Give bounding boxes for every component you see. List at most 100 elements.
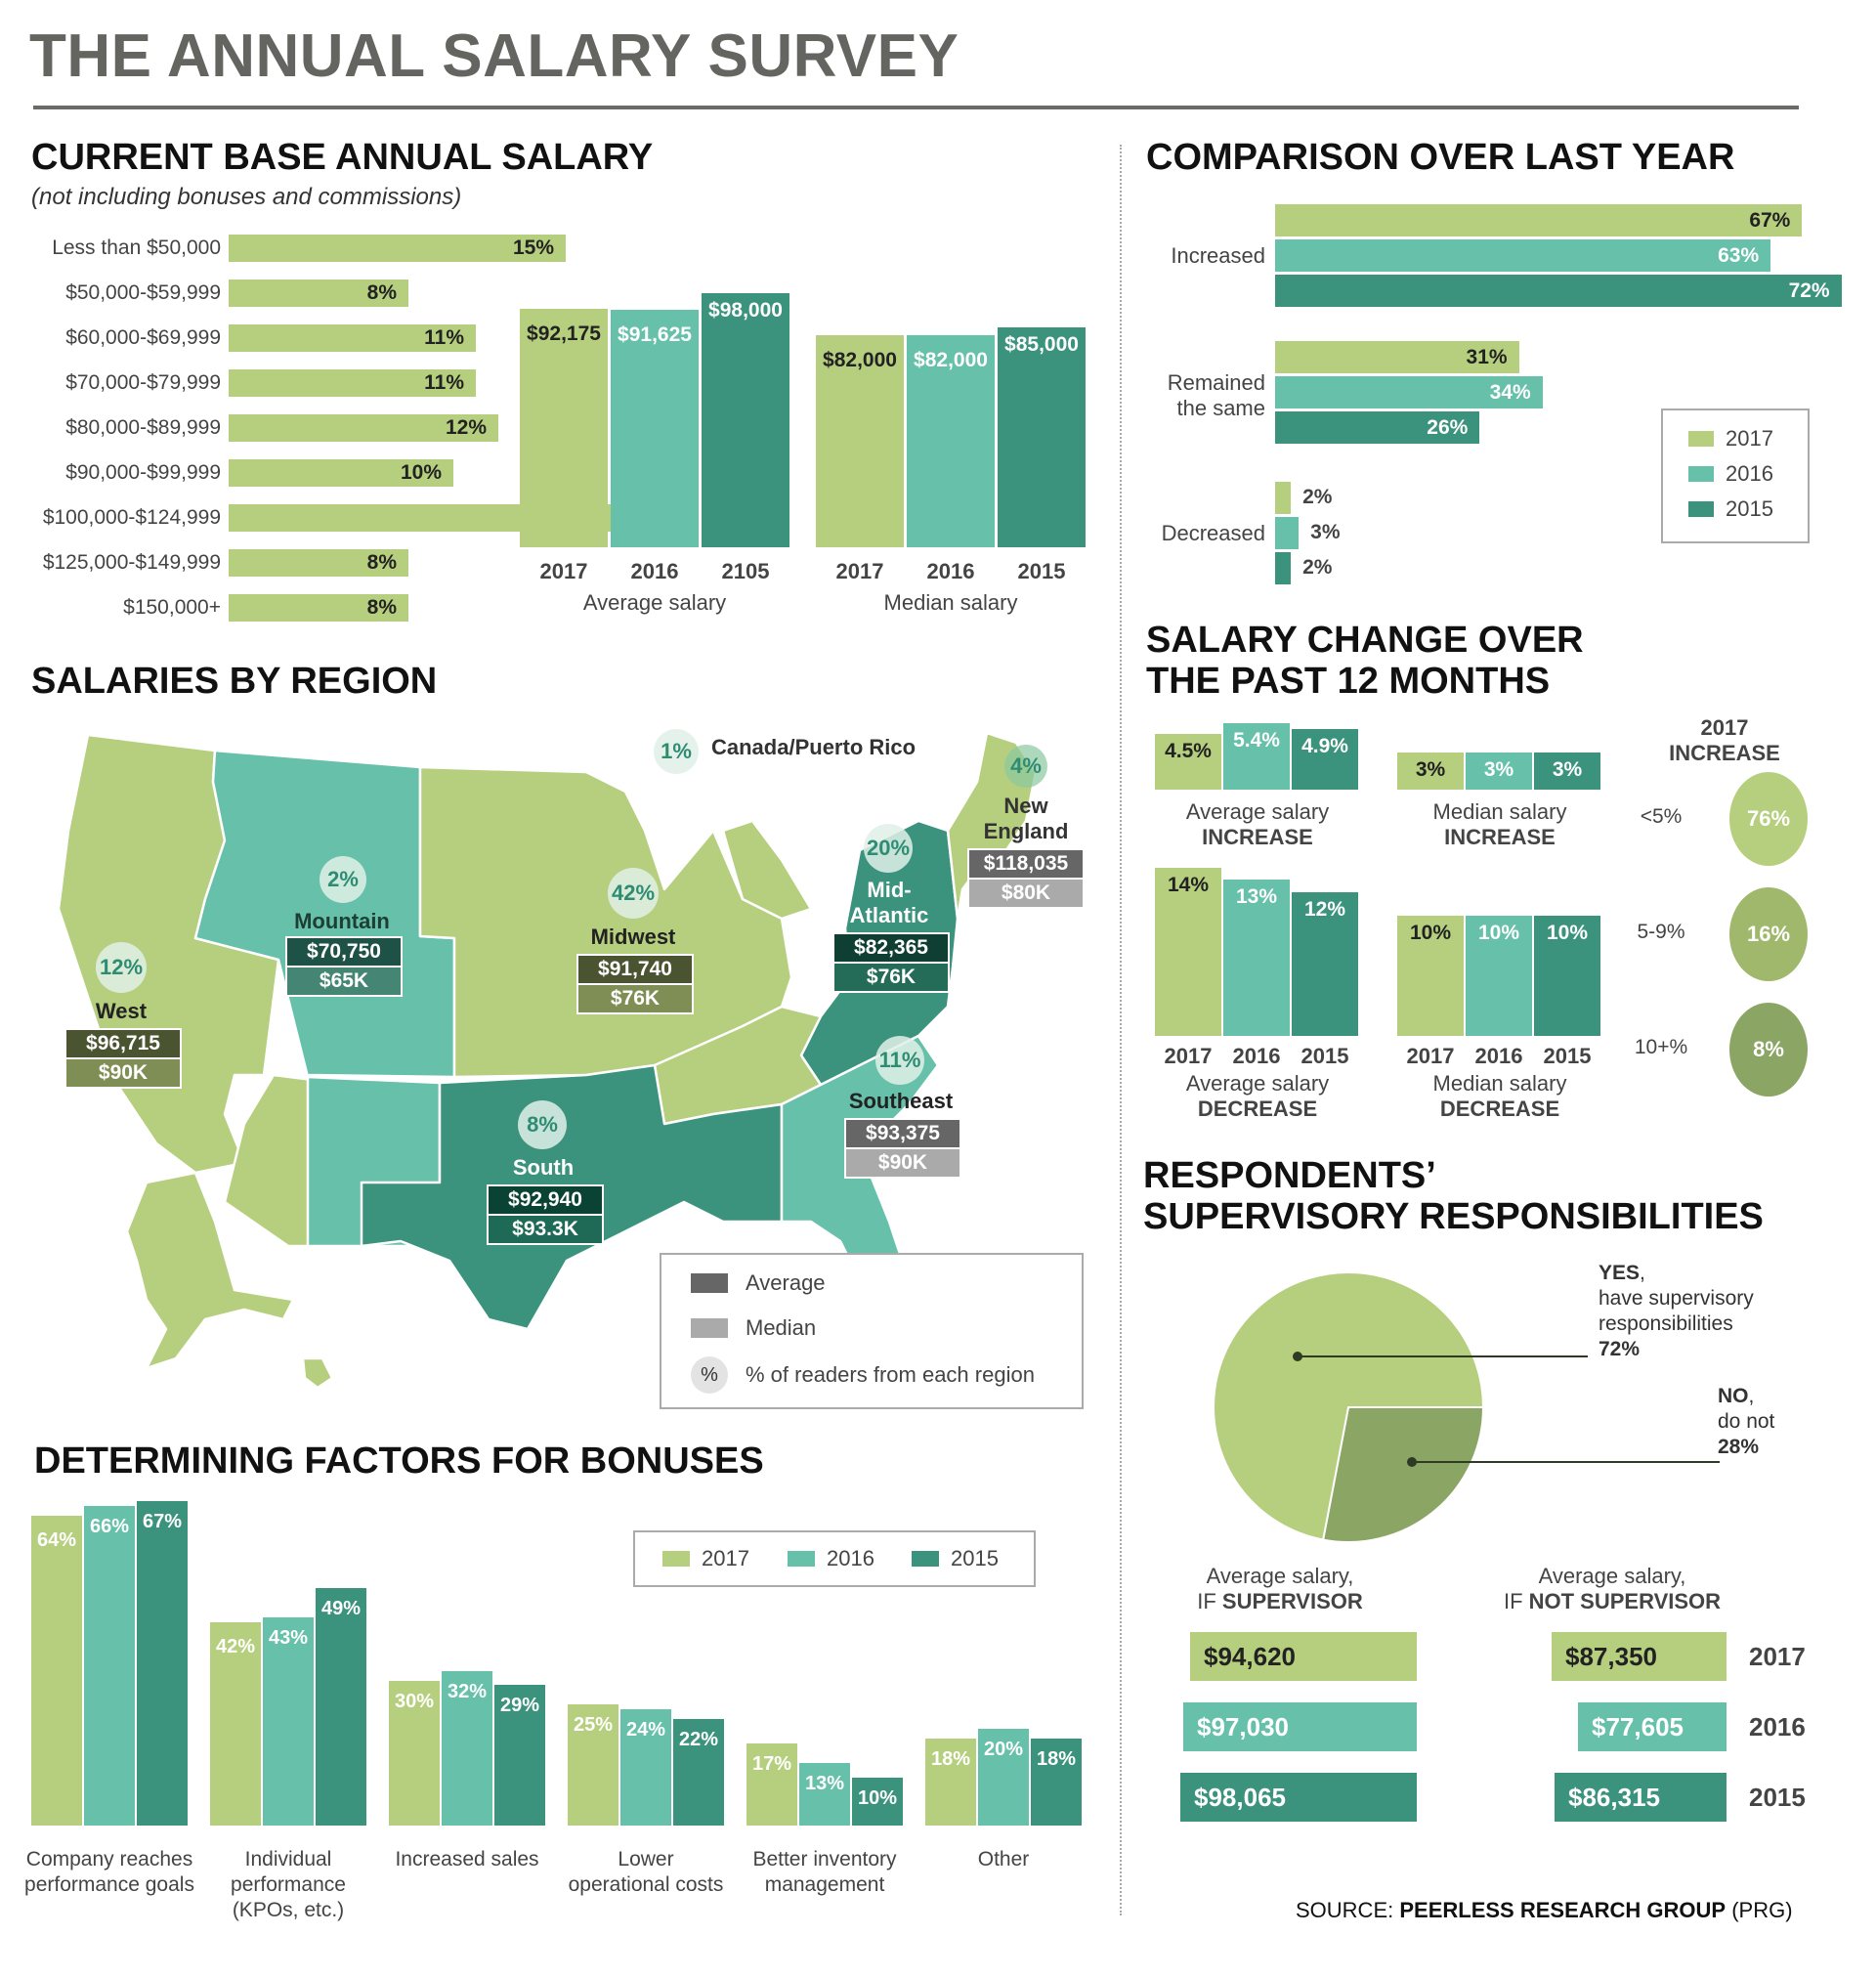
salary-distribution-chart: Less than $50,000 15% $50,000-$59,999 8% $60… xyxy=(29,235,611,635)
bonus-bar: 64% xyxy=(31,1516,82,1826)
legend-item-2016: 2016 xyxy=(1688,461,1773,487)
avg-increase-caption: Average salary INCREASE xyxy=(1185,799,1330,849)
salary-column-value: $82,000 xyxy=(823,348,897,371)
bonus-category-label: Individual performance (KPOs, etc.) xyxy=(231,1848,346,1921)
salary-column-year: 2017 xyxy=(539,559,588,583)
median-salary-chart: $82,000 2017 $82,000 2016 $85,000 2015 Median … xyxy=(816,293,1087,615)
salary-range-bar: 11% xyxy=(229,369,476,397)
south-label: South xyxy=(512,1155,575,1180)
salary-range-label: Less than $50,000 xyxy=(52,236,221,259)
change-column: 13% xyxy=(1223,880,1290,1036)
column-divider xyxy=(1120,145,1122,1915)
pie-label-no: NO, do not 28% xyxy=(1718,1385,1775,1458)
salary-range-bar: 8% xyxy=(229,594,408,622)
midwest-label: Midwest xyxy=(590,924,676,949)
bonus-bar-value: 13% xyxy=(804,1772,845,1794)
bonuses-title: DETERMINING FACTORS FOR BONUSES xyxy=(34,1440,764,1482)
region-title: SALARIES BY REGION xyxy=(31,661,438,702)
bonus-swatch-2017 xyxy=(662,1551,690,1567)
base-salary-subtitle: (not including bonuses and commissions) xyxy=(31,184,462,210)
bonus-bar-value: 17% xyxy=(751,1752,792,1775)
supervisor-year-label: 2016 xyxy=(1749,1712,1806,1742)
title-divider xyxy=(33,106,1799,109)
change-column: 10% xyxy=(1534,916,1600,1036)
bonus-bar: 67% xyxy=(137,1501,188,1826)
pie-slice-no xyxy=(1321,1406,1485,1543)
bonus-bar-value: 18% xyxy=(930,1747,971,1770)
bonus-bar: 30% xyxy=(389,1680,440,1826)
bonus-bar-value: 66% xyxy=(89,1516,130,1538)
salary-column-value: $92,175 xyxy=(527,322,601,345)
non-supervisor-salary-bar: $87,350 xyxy=(1552,1632,1727,1681)
salary-range-value: 15% xyxy=(512,236,554,259)
supervisor-salary-bar: $98,065 xyxy=(1180,1773,1417,1822)
salary-column-year: 2015 xyxy=(1017,559,1066,583)
source-credit: SOURCE: PEERLESS RESEARCH GROUP (PRG) xyxy=(1296,1898,1793,1922)
map-region-hawaii xyxy=(301,1356,334,1388)
change-column: 12% xyxy=(1292,891,1358,1036)
bonus-bar: 66% xyxy=(84,1506,135,1826)
bonus-bar-value: 32% xyxy=(447,1680,488,1702)
supervisor-year-label: 2017 xyxy=(1749,1642,1806,1671)
mid-atlantic-label: Mid- Atlantic xyxy=(849,878,929,927)
average-swatch xyxy=(691,1273,728,1293)
southeast-label: Southeast xyxy=(848,1089,954,1113)
comparison-bar-value: 31% xyxy=(1466,346,1508,368)
legend-item-2017: 2017 xyxy=(1688,426,1773,452)
comparison-title: COMPARISON OVER LAST YEAR xyxy=(1146,137,1735,178)
supervisor-year-label: 2015 xyxy=(1749,1783,1806,1812)
salary-range-bar: 11% xyxy=(229,324,476,352)
pie-label-yes: YES, have supervisory responsibilities 7… xyxy=(1599,1262,1754,1360)
comparison-bar-value: 72% xyxy=(1788,280,1830,302)
salary-column-caption: Average salary xyxy=(582,590,727,615)
map-region-michigan xyxy=(721,819,813,921)
bonus-category-label: Other xyxy=(977,1848,1030,1870)
mid-atlantic-pct-bubble: 20% xyxy=(864,824,913,873)
bonus-bar-value: 42% xyxy=(215,1636,256,1658)
change-year-label: 2016 xyxy=(1232,1044,1281,1068)
supervisor-salary-bar: $97,030 xyxy=(1183,1702,1417,1751)
salary-range-value: 8% xyxy=(366,551,397,574)
bonus-bar-value: 30% xyxy=(394,1690,435,1712)
canada-label: Canada/Puerto Rico xyxy=(711,735,917,759)
salary-column-value: $85,000 xyxy=(1004,332,1079,356)
bonus-category-label: Better inventory management xyxy=(752,1848,897,1896)
bonus-bar: 24% xyxy=(620,1709,671,1826)
salary-range-label: $150,000+ xyxy=(123,596,221,619)
bonus-bar-value: 49% xyxy=(320,1598,362,1620)
bonuses-legend: 2017 2016 2015 xyxy=(633,1530,1036,1587)
map-region-midwest xyxy=(418,765,793,1079)
mountain-pct-bubble: 2% xyxy=(320,856,366,903)
bonus-bar: 32% xyxy=(442,1670,492,1826)
bonus-bar-value: 43% xyxy=(268,1627,309,1650)
new-england-average: $118,035 xyxy=(967,848,1085,880)
bonus-legend-2015: 2015 xyxy=(912,1546,999,1571)
median-decrease-chart: 10% 10% 10% xyxy=(1397,868,1602,1036)
west-pct-bubble: 12% xyxy=(96,942,147,993)
salary-column-year: 2016 xyxy=(630,559,679,583)
salary-range-value: 12% xyxy=(445,416,487,439)
change-column: 3% xyxy=(1534,752,1600,790)
median-increase-chart: 3% 3% 3% xyxy=(1397,723,1602,790)
change-column-value: 10% xyxy=(1477,922,1520,945)
map-legend: Average Median %% of readers from each r… xyxy=(660,1253,1084,1409)
supervisory-title: RESPONDENTS’ SUPERVISORY RESPONSIBILITIE… xyxy=(1143,1155,1764,1237)
salary-column-year: 2105 xyxy=(721,559,770,583)
increase-bubble: 76% xyxy=(1729,772,1808,866)
mountain-median: $65K xyxy=(285,968,403,997)
comparison-category-label: Increased xyxy=(1171,243,1265,268)
bonus-bar: 22% xyxy=(673,1719,724,1826)
comparison-bar-value: 67% xyxy=(1749,209,1791,232)
west-label: West xyxy=(95,999,148,1023)
median-decrease-caption: Median salary DECREASE xyxy=(1432,1071,1567,1121)
change-column-value: 3% xyxy=(1552,758,1583,782)
base-salary-title: CURRENT BASE ANNUAL SALARY xyxy=(31,137,654,178)
salary-range-label: $90,000-$99,999 xyxy=(65,461,221,484)
comparison-bar-value: 34% xyxy=(1489,381,1531,404)
bonus-bar: 10% xyxy=(852,1777,903,1826)
southeast-median: $90K xyxy=(844,1149,961,1179)
avg-decrease-chart: 14% 13% 12% xyxy=(1155,868,1360,1036)
bonus-bar-value: 25% xyxy=(573,1714,614,1737)
change-column: 4.5% xyxy=(1155,734,1221,790)
comparison-bar: 26% xyxy=(1275,411,1480,444)
